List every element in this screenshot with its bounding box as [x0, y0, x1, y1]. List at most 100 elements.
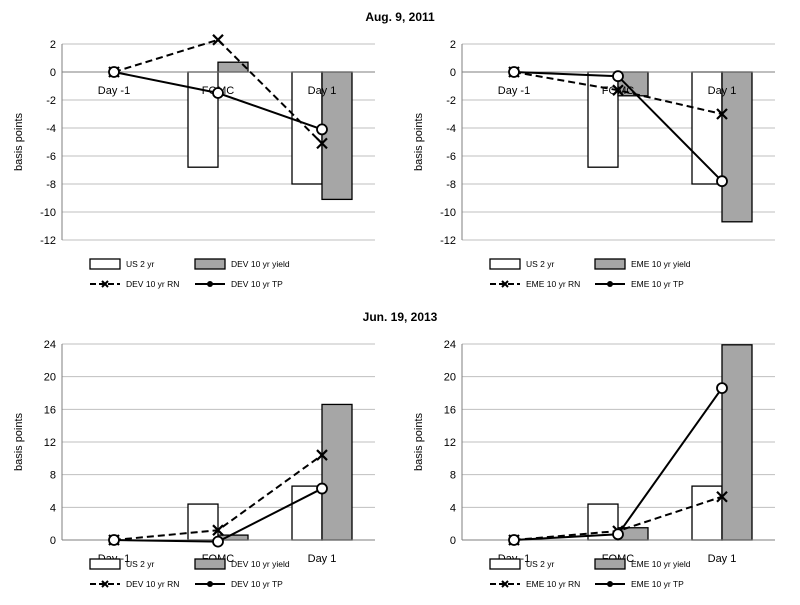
point-dev-10-yr-rn: [316, 449, 328, 461]
point-eme-10-yr-tp: [508, 534, 520, 546]
y-tick-label: 16: [44, 404, 56, 416]
y-tick-label: -2: [446, 95, 456, 107]
y-tick-label: -4: [446, 123, 456, 135]
legend-marker-dev-10-yr-rn: [101, 280, 109, 288]
x-tick-label: Day 1: [308, 553, 337, 565]
x-tick-label: Day -1: [98, 85, 130, 97]
bar-eme-10-yr-yield: [721, 71, 753, 223]
point-dev-10-yr-tp: [108, 534, 120, 546]
bar-dev-10-yr-yield: [321, 403, 353, 541]
bar-dev-10-yr-yield: [217, 61, 249, 73]
legend-swatch-us-2-yr: [89, 258, 121, 270]
y-tick-label: 0: [50, 535, 56, 547]
y-tick-label: -6: [446, 151, 456, 163]
y-tick-label: 8: [450, 470, 456, 482]
bar-us-2-yr: [291, 485, 323, 541]
y-tick-label: 4: [450, 502, 456, 514]
point-eme-10-yr-rn: [716, 490, 728, 503]
point-dev-10-yr-tp: [212, 87, 224, 99]
legend-label-eme-10-yr-tp: EME 10 yr TP: [631, 279, 684, 289]
y-axis-label: basis points: [413, 112, 425, 171]
legend-swatch-us-2-yr: [489, 558, 521, 570]
y-tick-label: -10: [40, 207, 56, 219]
y-tick-label: 24: [44, 339, 56, 351]
legend-label-us-2-yr: US 2 yr: [126, 559, 155, 569]
legend-marker-eme-10-yr-tp: [607, 581, 613, 587]
y-tick-label: -12: [40, 235, 56, 247]
legend-swatch-us-2-yr: [89, 558, 121, 570]
y-tick-label: 0: [50, 67, 56, 79]
y-tick-label: -12: [440, 235, 456, 247]
x-tick-label: Day 1: [708, 85, 737, 97]
legend-swatch-dev-10-yr-yield: [194, 258, 226, 270]
legend-label-eme-10-yr-tp: EME 10 yr TP: [631, 579, 684, 589]
point-dev-10-yr-rn: [316, 137, 328, 150]
point-dev-10-yr-tp: [108, 66, 120, 78]
y-tick-label: 20: [44, 372, 56, 384]
point-eme-10-yr-rn: [716, 108, 728, 120]
point-eme-10-yr-tp: [612, 70, 624, 83]
legend-label-dev-10-yr-yield: DEV 10 yr yield: [231, 559, 290, 569]
point-dev-10-yr-tp: [316, 482, 328, 495]
legend-label-eme-10-yr-rn: EME 10 yr RN: [526, 579, 580, 589]
x-tick-label: Day -1: [498, 85, 530, 97]
section-title-2013: Jun. 19, 2013: [362, 310, 438, 324]
y-tick-label: -10: [440, 207, 456, 219]
line-dev-10-yr-rn: [113, 38, 323, 145]
legend-label-eme-10-yr-yield: EME 10 yr yield: [631, 259, 691, 269]
y-tick-label: -8: [446, 179, 456, 191]
point-eme-10-yr-tp: [716, 175, 728, 188]
legend-marker-eme-10-yr-rn: [501, 580, 509, 588]
y-tick-label: 16: [444, 404, 456, 416]
legend-marker-eme-10-yr-tp: [607, 281, 613, 287]
point-dev-10-yr-rn: [212, 524, 224, 536]
legend-label-us-2-yr: US 2 yr: [126, 259, 155, 269]
point-eme-10-yr-tp: [508, 66, 520, 78]
legend-swatch-dev-10-yr-yield: [194, 558, 226, 570]
legend-swatch-eme-10-yr-yield: [594, 558, 626, 570]
y-tick-label: 8: [50, 470, 56, 482]
legend-marker-dev-10-yr-tp: [207, 281, 213, 287]
y-tick-label: 0: [450, 67, 456, 79]
point-eme-10-yr-rn: [612, 84, 624, 96]
y-tick-label: 2: [450, 39, 456, 51]
legend-marker-dev-10-yr-rn: [101, 580, 109, 588]
y-tick-label: -4: [46, 123, 56, 135]
bar-us-2-yr: [691, 485, 723, 541]
legend-marker-dev-10-yr-tp: [207, 581, 213, 587]
legend-label-dev-10-yr-tp: DEV 10 yr TP: [231, 279, 283, 289]
point-dev-10-yr-rn: [212, 34, 224, 46]
legend-label-eme-10-yr-rn: EME 10 yr RN: [526, 279, 580, 289]
legend-label-dev-10-yr-tp: DEV 10 yr TP: [231, 579, 283, 589]
y-tick-label: 20: [444, 372, 456, 384]
bar-eme-10-yr-yield: [721, 344, 753, 541]
point-dev-10-yr-tp: [316, 123, 328, 136]
y-tick-label: 12: [444, 437, 456, 449]
y-tick-label: 4: [50, 502, 56, 514]
legend-label-us-2-yr: US 2 yr: [526, 559, 555, 569]
y-tick-label: 2: [50, 39, 56, 51]
legend-swatch-eme-10-yr-yield: [594, 258, 626, 270]
y-axis-label: basis points: [13, 112, 25, 171]
legend-label-eme-10-yr-yield: EME 10 yr yield: [631, 559, 691, 569]
y-tick-label: 0: [450, 535, 456, 547]
legend-label-dev-10-yr-rn: DEV 10 yr RN: [126, 279, 179, 289]
section-title-2011: Aug. 9, 2011: [365, 10, 435, 24]
legend-label-dev-10-yr-rn: DEV 10 yr RN: [126, 579, 179, 589]
y-tick-label: -8: [46, 179, 56, 191]
x-tick-label: Day 1: [708, 553, 737, 565]
point-eme-10-yr-tp: [716, 382, 728, 394]
legend-marker-eme-10-yr-rn: [501, 280, 509, 288]
y-axis-label: basis points: [413, 412, 425, 471]
y-tick-label: -2: [46, 95, 56, 107]
y-tick-label: 12: [44, 437, 56, 449]
legend-label-us-2-yr: US 2 yr: [526, 259, 555, 269]
point-eme-10-yr-tp: [612, 528, 624, 541]
x-tick-label: Day 1: [308, 85, 337, 97]
y-axis-label: basis points: [13, 412, 25, 471]
legend-label-dev-10-yr-yield: DEV 10 yr yield: [231, 259, 290, 269]
